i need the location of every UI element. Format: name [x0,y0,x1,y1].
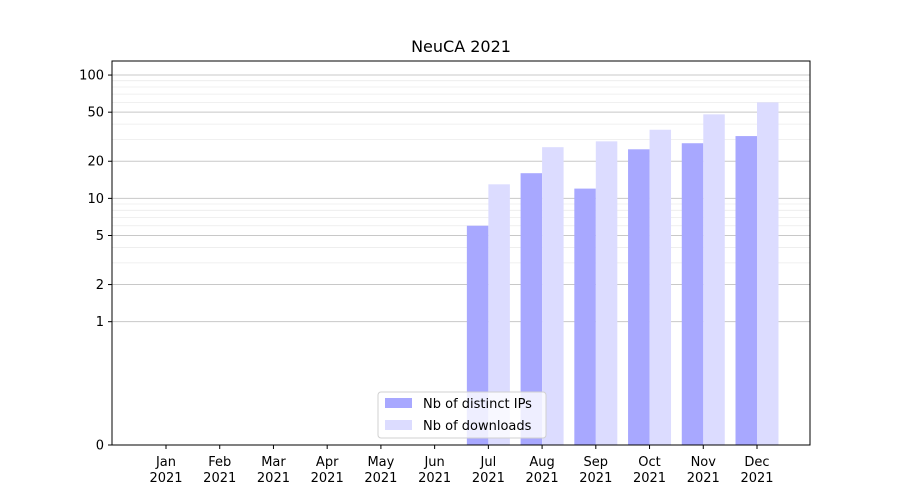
y-tick-label: 2 [96,278,104,293]
y-tick-label: 20 [87,155,104,170]
y-tick-label: 0 [96,439,104,454]
bar-distinct-ips [466,225,489,445]
bar-distinct-ips [735,136,757,445]
x-tick-label-year: 2021 [579,471,612,486]
x-tick-label-month: Feb [208,455,231,470]
chart-title: NeuCA 2021 [411,37,511,56]
x-tick-label-year: 2021 [418,471,451,486]
x-tick-label-month: Jul [480,455,497,470]
x-tick-label-month: Mar [261,455,286,470]
plot-frame [111,60,811,446]
gridlines [112,74,810,323]
x-tick-label-month: Sep [584,455,609,470]
legend-swatch [385,420,412,430]
x-tick-label-month: May [367,455,394,470]
x-tick-label-year: 2021 [633,471,666,486]
bar-downloads [542,147,564,445]
bar-downloads [595,141,618,445]
y-tick-label: 10 [87,192,104,207]
legend: Nb of distinct IPs Nb of downloads [377,391,547,439]
y-tick-label: 50 [87,106,104,121]
bars [466,102,779,446]
bar-downloads [649,129,672,445]
x-tick-label-month: Dec [744,455,769,470]
bar-distinct-ips [628,149,650,445]
legend-swatch [385,398,412,408]
bar-downloads [488,184,510,445]
x-tick-label-year: 2021 [257,471,290,486]
y-axis: 0 1 2 5 10 20 50 100 [79,69,112,454]
bar-distinct-ips [520,173,543,446]
x-tick-label-month: Jun [423,455,444,470]
x-tick-label-year: 2021 [526,471,559,486]
x-tick-label-year: 2021 [364,471,397,486]
bar-downloads [757,102,779,446]
y-tick-label: 100 [79,69,104,84]
x-tick-label-month: Aug [529,455,554,470]
y-tick-label: 5 [96,229,104,244]
bar-downloads [703,114,725,446]
bar-distinct-ips [574,188,596,446]
x-tick-label-month: Apr [316,455,339,470]
y-tick-label: 1 [96,315,104,330]
x-tick-label-month: Oct [638,455,660,470]
legend-label: Nb of downloads [423,419,532,434]
legend-label: Nb of distinct IPs [423,397,532,412]
x-tick-label-year: 2021 [311,471,344,486]
legend-box [377,391,547,439]
x-tick-label-year: 2021 [149,471,182,486]
x-axis: Jan2021Feb2021Mar2021Apr2021May2021Jun20… [149,445,774,486]
x-tick-label-month: Jan [155,455,176,470]
x-tick-label-month: Nov [691,455,717,470]
x-tick-label-year: 2021 [687,471,720,486]
x-tick-label-year: 2021 [740,471,773,486]
x-tick-label-year: 2021 [472,471,505,486]
bar-distinct-ips [681,143,704,445]
x-tick-label-year: 2021 [203,471,236,486]
